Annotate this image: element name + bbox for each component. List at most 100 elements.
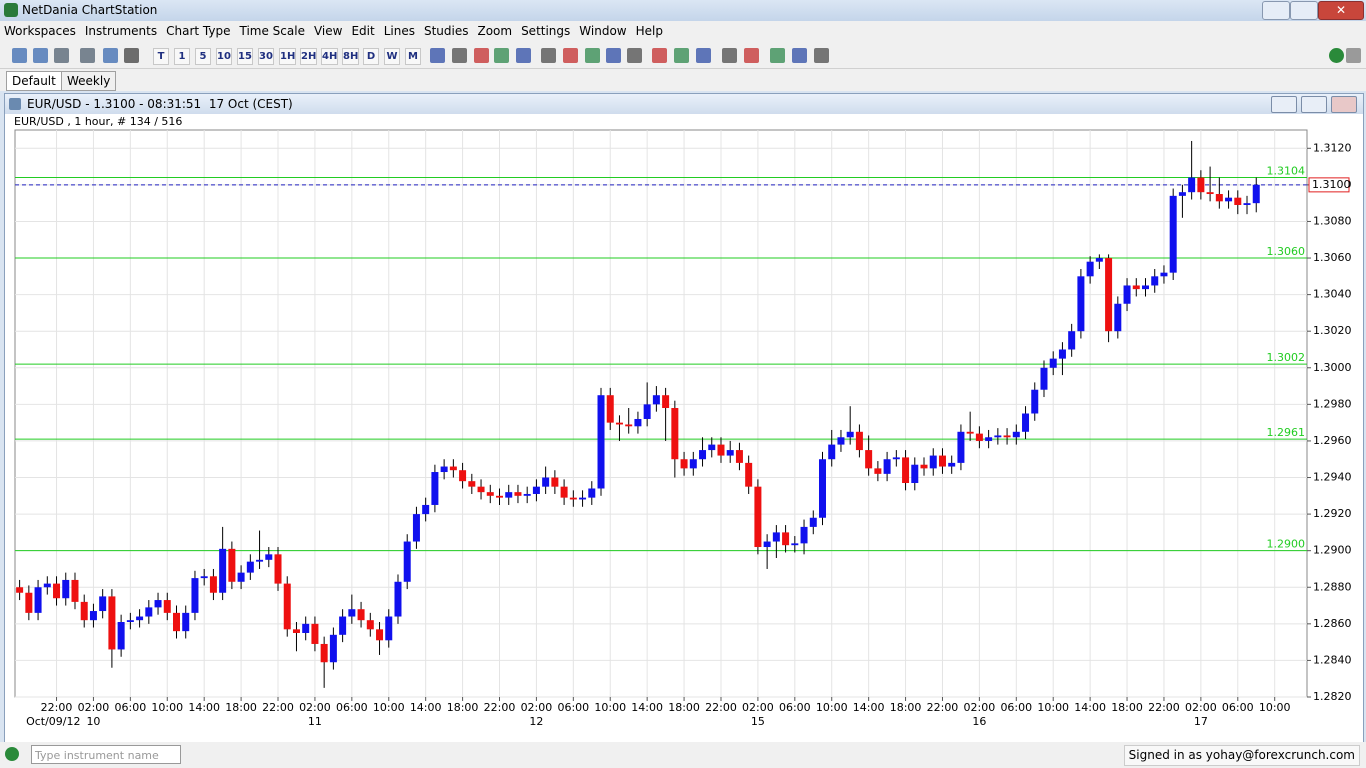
menu-item[interactable]: Lines — [383, 24, 415, 38]
tool-icon[interactable] — [1346, 48, 1361, 63]
x-tick-label: 22:00 — [1148, 701, 1180, 714]
tool-icon[interactable] — [452, 48, 467, 63]
menu-item[interactable]: View — [313, 24, 343, 38]
period-button[interactable]: W — [384, 48, 400, 65]
tool-icon[interactable] — [814, 48, 829, 63]
chart-subtitle: EUR/USD , 1 hour, # 134 / 516 — [14, 115, 182, 128]
candle-body — [855, 431, 863, 451]
tool-icon[interactable] — [696, 48, 711, 63]
candle-body — [431, 472, 439, 505]
candle-body — [71, 579, 79, 602]
y-tick-label: 1.3000 — [1313, 361, 1352, 374]
tool-icon[interactable] — [12, 48, 27, 63]
chart-minimize[interactable] — [1271, 96, 1297, 113]
tab[interactable]: Default — [6, 71, 62, 91]
chart-close[interactable] — [1331, 96, 1357, 113]
tool-icon[interactable] — [652, 48, 667, 63]
period-button[interactable]: 4H — [321, 48, 339, 65]
candle-body — [938, 455, 946, 467]
candle-body — [311, 623, 319, 644]
y-tick-label: 1.2980 — [1313, 397, 1352, 410]
candle-body — [800, 526, 808, 544]
candle-body — [1142, 285, 1149, 290]
tool-icon[interactable] — [770, 48, 785, 63]
tool-icon[interactable] — [627, 48, 642, 63]
x-tick-label: 18:00 — [1111, 701, 1143, 714]
tool-icon[interactable] — [124, 48, 139, 63]
period-button[interactable]: 30 — [258, 48, 274, 65]
tool-icon[interactable] — [744, 48, 759, 63]
menu-item[interactable]: Workspaces — [4, 24, 76, 38]
x-tick-label: 22:00 — [262, 701, 294, 714]
candle-body — [1188, 177, 1196, 193]
candle-body — [348, 609, 356, 617]
period-button[interactable]: 1 — [174, 48, 190, 65]
menu-item[interactable]: Help — [635, 24, 663, 38]
status-indicator — [1329, 48, 1344, 63]
candle-body — [883, 459, 891, 474]
x-tick-label: 02:00 — [299, 701, 331, 714]
tool-icon[interactable] — [494, 48, 509, 63]
period-button[interactable]: T — [153, 48, 169, 65]
candle-body — [80, 601, 88, 621]
menu-item[interactable]: Window — [579, 24, 627, 38]
period-button[interactable]: 1H — [279, 48, 297, 65]
candle-body — [89, 611, 97, 621]
level-label: 1.2961 — [1267, 426, 1306, 439]
period-button[interactable]: M — [405, 48, 421, 65]
chart-restore[interactable] — [1301, 96, 1327, 113]
tool-icon[interactable] — [541, 48, 556, 63]
candle-body — [615, 422, 623, 425]
period-button[interactable]: 10 — [216, 48, 232, 65]
period-button[interactable]: 2H — [300, 48, 318, 65]
candle-body — [1169, 195, 1177, 273]
x-day-label: 15 — [751, 715, 765, 728]
candle-body — [1003, 435, 1011, 438]
tool-icon[interactable] — [606, 48, 621, 63]
period-button[interactable]: 8H — [342, 48, 360, 65]
tool-icon[interactable] — [474, 48, 489, 63]
period-button[interactable]: 15 — [237, 48, 253, 65]
maximize-button[interactable] — [1290, 1, 1318, 20]
menu-item[interactable]: Zoom — [477, 24, 513, 38]
x-day-label: 17 — [1194, 715, 1208, 728]
tool-icon[interactable] — [563, 48, 578, 63]
candle-body — [708, 444, 716, 451]
candle-body — [846, 431, 854, 438]
menu-item[interactable]: Edit — [351, 24, 375, 38]
tool-icon[interactable] — [80, 48, 95, 63]
x-tick-label: 10:00 — [1259, 701, 1291, 714]
candle-body — [108, 596, 116, 650]
candle-body — [902, 457, 910, 484]
instrument-input[interactable]: Type instrument name — [31, 745, 181, 764]
menu-item[interactable]: Settings — [521, 24, 571, 38]
candle-body — [1105, 258, 1113, 332]
candle-body — [154, 600, 162, 608]
tool-icon[interactable] — [792, 48, 807, 63]
minimize-button[interactable] — [1262, 1, 1290, 20]
candle-body — [237, 572, 245, 582]
tool-icon[interactable] — [585, 48, 600, 63]
close-button[interactable]: ✕ — [1318, 1, 1364, 20]
candle-body — [62, 579, 70, 599]
tool-icon[interactable] — [722, 48, 737, 63]
candle-body — [1031, 389, 1039, 414]
menu-item[interactable]: Instruments — [84, 24, 158, 38]
candle-body — [1178, 192, 1186, 196]
period-button[interactable]: 5 — [195, 48, 211, 65]
x-tick-label: 14:00 — [1074, 701, 1106, 714]
tool-icon[interactable] — [54, 48, 69, 63]
tool-icon[interactable] — [103, 48, 118, 63]
x-tick-label: 02:00 — [742, 701, 774, 714]
tool-icon[interactable] — [516, 48, 531, 63]
tool-icon[interactable] — [33, 48, 48, 63]
menu-item[interactable]: Studies — [423, 24, 469, 38]
tab[interactable]: Weekly — [61, 71, 117, 91]
tool-icon[interactable] — [674, 48, 689, 63]
menu-item[interactable]: Chart Type — [166, 24, 231, 38]
x-tick-label: 06:00 — [336, 701, 368, 714]
period-button[interactable]: D — [363, 48, 379, 65]
candle-body — [643, 404, 651, 419]
menu-item[interactable]: Time Scale — [239, 24, 305, 38]
tool-icon[interactable] — [430, 48, 445, 63]
